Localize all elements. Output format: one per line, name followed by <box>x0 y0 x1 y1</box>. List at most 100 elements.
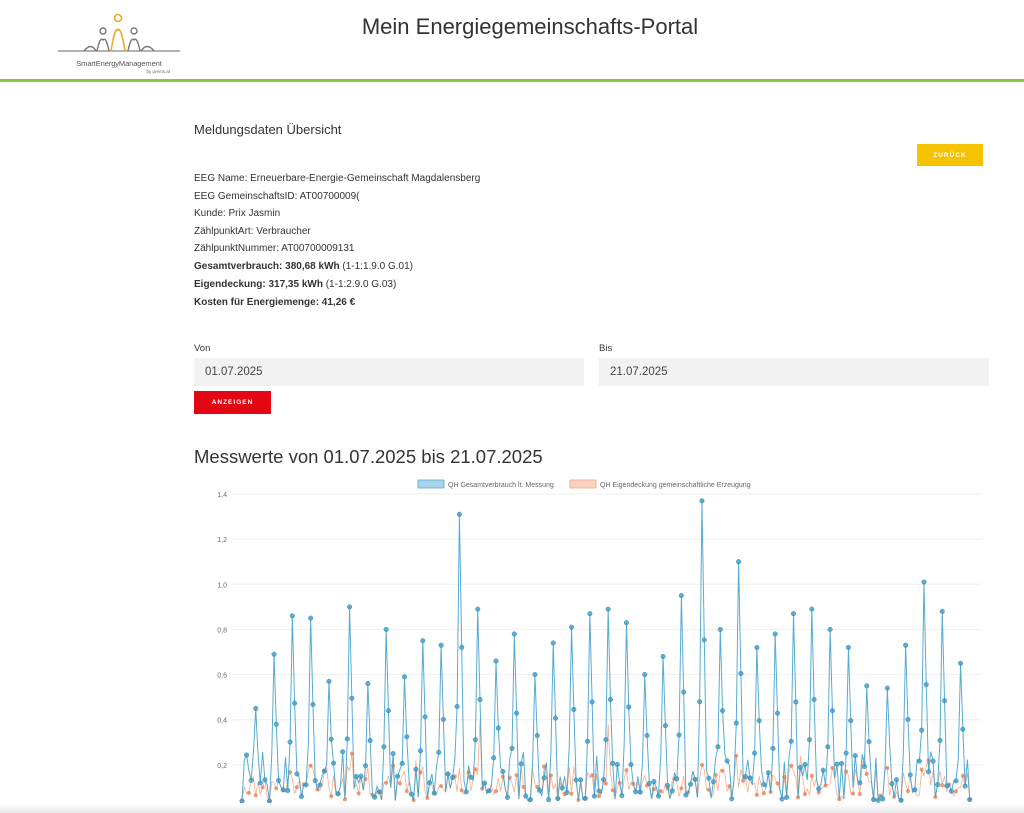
consumption-point <box>866 739 872 745</box>
meter-type-row: ZählpunktArt: Verbraucher <box>194 226 311 237</box>
consumption-point <box>701 637 707 643</box>
consumption-point <box>363 763 369 769</box>
consumption-point <box>408 791 414 797</box>
back-button[interactable]: ZURÜCK <box>917 144 983 166</box>
consumption-point <box>761 781 767 787</box>
coverage-point <box>905 789 910 794</box>
coverage-point <box>459 788 464 793</box>
logo-subline: by prems.at <box>146 69 170 74</box>
consumption-point <box>733 720 739 726</box>
meter-number-value: AT00700009131 <box>281 243 355 254</box>
legend-label-coverage: QH Eigendeckung gemeinschaftliche Erzeug… <box>600 482 751 489</box>
consumption-point <box>628 762 634 768</box>
consumption-point <box>287 739 293 745</box>
coverage-point <box>830 765 835 770</box>
consumption-point <box>724 758 730 764</box>
coverage-point <box>885 766 890 771</box>
consumption-point <box>816 786 822 792</box>
consumption-point <box>326 678 332 684</box>
coverage-point <box>919 767 924 772</box>
consumption-line <box>241 500 973 802</box>
consumption-point <box>244 752 250 758</box>
logo-figures-icon <box>58 13 180 52</box>
consumption-point <box>459 644 465 650</box>
coverage-point <box>260 785 265 790</box>
consumption-point <box>791 611 797 617</box>
coverage-point <box>514 773 519 778</box>
consumption-point <box>511 631 517 637</box>
consumption-point <box>534 733 540 739</box>
consumption-point <box>504 794 510 800</box>
consumption-point <box>527 797 533 803</box>
consumption-point <box>390 751 396 757</box>
consumption-point <box>839 760 845 766</box>
consumption-point <box>456 511 462 517</box>
consumption-point <box>651 779 657 785</box>
legend-swatch-coverage <box>569 479 597 489</box>
consumption-point <box>298 793 304 799</box>
consumption-point <box>674 776 680 782</box>
eeg-id-value: AT00700009( <box>299 191 360 202</box>
consumption-point <box>353 774 359 780</box>
consumption-point <box>916 758 922 764</box>
consumption-point <box>948 788 954 794</box>
consumption-point <box>960 726 966 732</box>
coverage-point <box>253 793 258 798</box>
consumption-point <box>903 642 909 648</box>
y-tick-label: 0,8 <box>217 627 227 634</box>
consumption-point <box>248 777 254 783</box>
legend-label-consumption: QH Gesamtverbrauch lt. Messung <box>448 482 554 489</box>
consumption-point <box>710 779 716 785</box>
consumption-point <box>475 606 481 612</box>
consumption-point <box>571 706 577 712</box>
to-date-input[interactable] <box>599 358 989 386</box>
consumption-point <box>797 764 803 770</box>
consumption-point <box>683 792 689 798</box>
coverage-point <box>754 793 759 798</box>
y-tick-label: 0,2 <box>217 763 227 770</box>
coverage-point <box>624 768 629 773</box>
consumption-point <box>399 760 405 766</box>
consumption-point <box>601 777 607 783</box>
from-date-input[interactable] <box>194 358 584 386</box>
consumption-point <box>482 780 488 786</box>
show-button[interactable]: ANZEIGEN <box>194 391 271 414</box>
coverage-point <box>246 790 251 795</box>
y-tick-label: 1,2 <box>217 537 227 544</box>
coverage-line <box>241 719 973 803</box>
coverage-point <box>535 784 540 789</box>
consumption-point <box>532 672 538 678</box>
coverage-point <box>953 789 958 794</box>
coverage-point <box>851 791 856 796</box>
consumption-point <box>669 788 675 794</box>
coverage-point <box>610 788 615 793</box>
coverage-point <box>329 794 334 799</box>
consumption-point <box>898 797 904 803</box>
consumption-point <box>420 638 426 644</box>
meter-number-row: ZählpunktNummer: AT00700009131 <box>194 243 354 254</box>
to-label: Bis <box>599 343 613 354</box>
coverage-point <box>439 784 444 789</box>
smart-energy-logo[interactable]: SmartEnergyManagement by prems.at <box>58 12 180 78</box>
consumption-point <box>774 710 780 716</box>
consumption-point <box>605 606 611 612</box>
consumption-point <box>422 714 428 720</box>
consumption-point <box>610 760 616 766</box>
consumption-point <box>344 736 350 742</box>
consumption-point <box>662 723 668 729</box>
consumption-point <box>665 783 671 789</box>
consumption-point <box>623 620 629 626</box>
consumption-point <box>303 782 309 788</box>
consumption-point <box>843 750 849 756</box>
consumption-point <box>756 718 762 724</box>
consumption-point <box>365 681 371 687</box>
consumption-point <box>431 790 437 796</box>
consumption-point <box>884 685 890 691</box>
consumption-point <box>358 773 364 779</box>
consumption-point <box>939 608 945 614</box>
consumption-point <box>848 718 854 724</box>
consumption-point <box>692 776 698 782</box>
coverage-point <box>356 791 361 796</box>
eeg-name-value: Erneuerbare-Energie-Gemeinschaft Magdale… <box>250 173 481 184</box>
own-coverage-label: Eigendeckung: 317,35 kWh <box>194 279 323 290</box>
